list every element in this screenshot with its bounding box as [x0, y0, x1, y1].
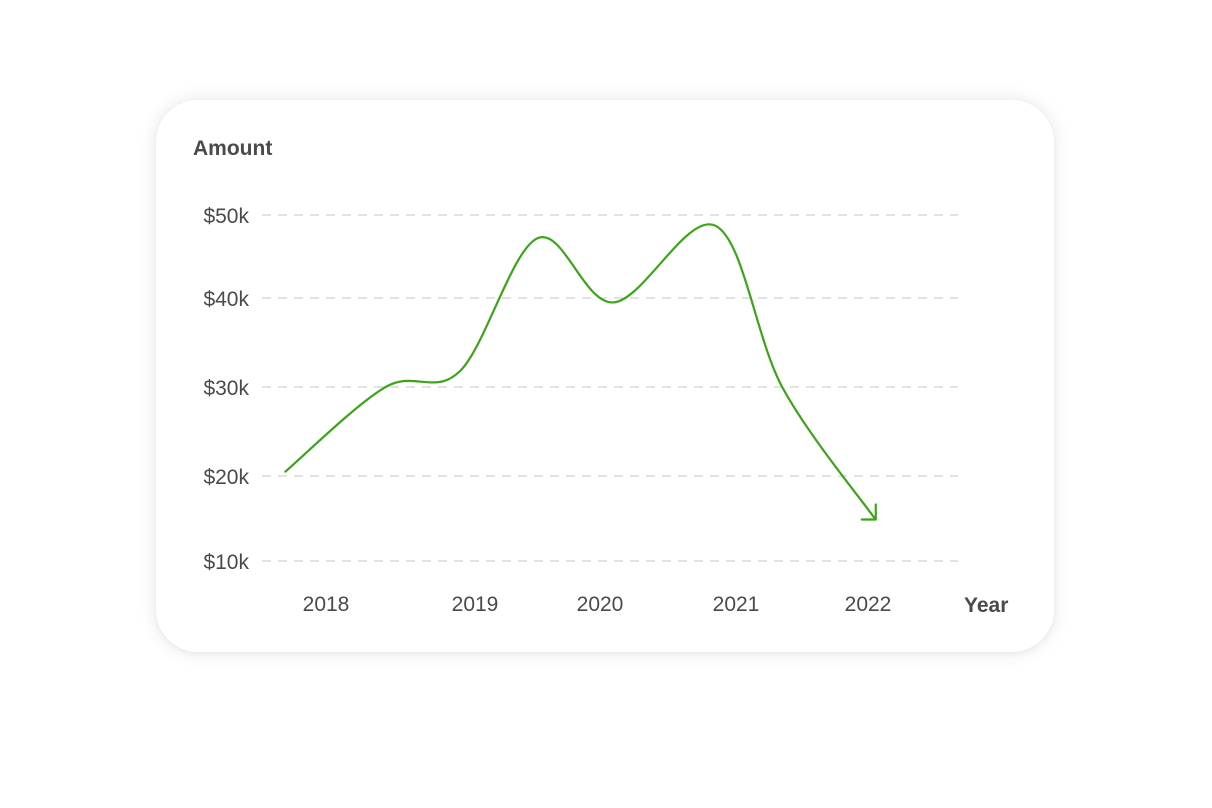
x-tick-label: 2019	[452, 593, 499, 616]
series-line	[284, 223, 876, 520]
y-tick-label: $40k	[203, 288, 249, 311]
x-tick-label: 2021	[713, 593, 760, 616]
y-tick-label: $30k	[203, 377, 249, 400]
y-tick-label: $20k	[203, 466, 249, 489]
x-tick-labels: 2018 2019 2020 2021 2022	[303, 593, 892, 616]
x-tick-label: 2018	[303, 593, 350, 616]
y-tick-labels: $50k $40k $30k $20k $10k	[203, 205, 249, 574]
chart-card	[156, 100, 1054, 652]
y-tick-label: $50k	[203, 205, 249, 228]
arrowhead-icon	[860, 503, 877, 521]
x-tick-label: 2022	[845, 593, 892, 616]
y-axis-title: Amount	[193, 137, 272, 160]
gridlines	[262, 214, 958, 562]
x-axis-title: Year	[964, 594, 1008, 617]
y-tick-label: $10k	[203, 551, 249, 574]
series	[284, 223, 877, 521]
x-tick-label: 2020	[577, 593, 624, 616]
